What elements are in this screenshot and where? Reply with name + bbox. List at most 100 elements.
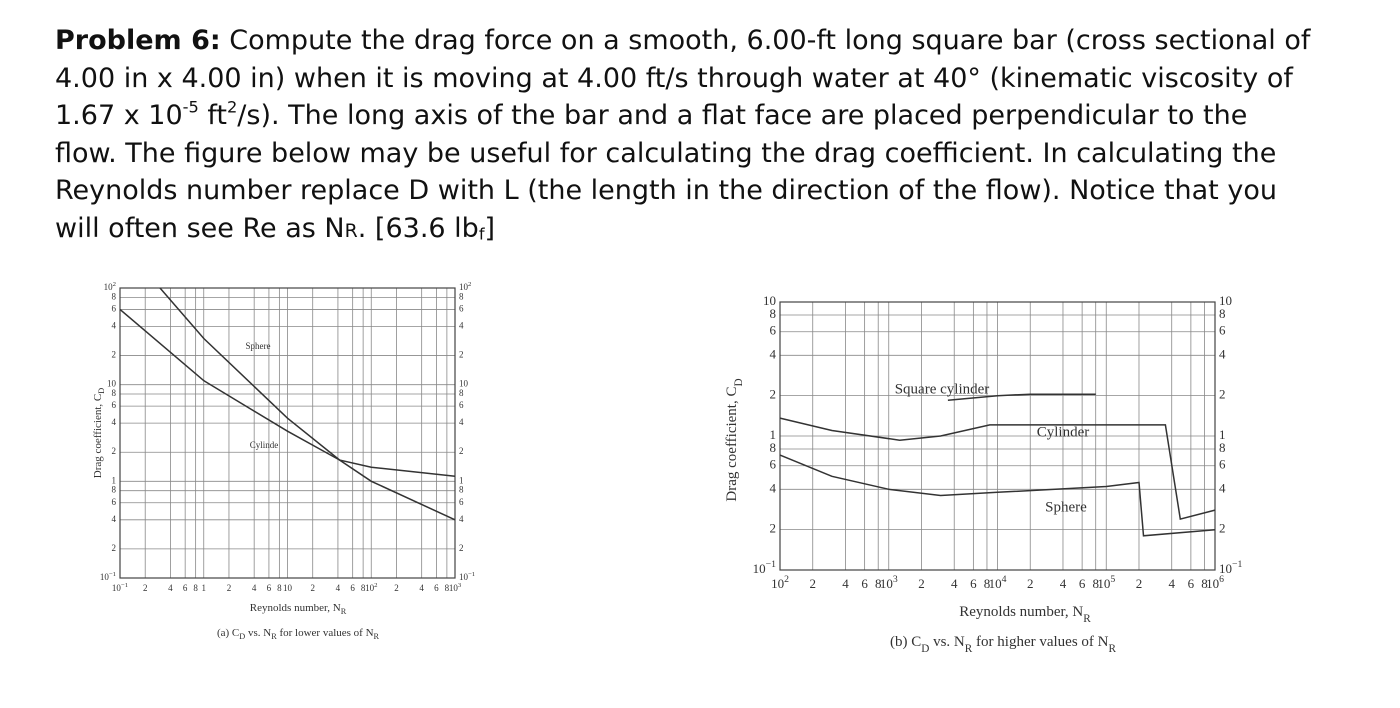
tick-label: 4 bbox=[336, 583, 341, 593]
label-part: Reynolds number, N bbox=[250, 602, 341, 614]
subscript: R bbox=[965, 643, 973, 655]
tick-label: 2 bbox=[918, 576, 925, 591]
tick-label: 2 bbox=[112, 543, 117, 553]
tick-label-base: 2 bbox=[112, 350, 117, 360]
tick-label-base: 4 bbox=[1219, 346, 1226, 361]
tick-label-base: 6 bbox=[459, 304, 464, 314]
tick-label: 2 bbox=[1027, 576, 1034, 591]
problem-body: Compute the drag force on a smooth, 6.00… bbox=[55, 25, 1311, 132]
tick-label-exponent: 2 bbox=[113, 281, 116, 288]
subscript: R bbox=[1109, 643, 1117, 655]
tick-label-exponent: 6 bbox=[1219, 574, 1224, 585]
subscript: D bbox=[921, 643, 929, 655]
tick-label-base: 8 bbox=[1219, 306, 1226, 321]
tick-label: 6 bbox=[1219, 323, 1226, 338]
tick-label-base: 4 bbox=[112, 321, 117, 331]
tick-label: 103 bbox=[880, 574, 898, 591]
tick-label-base: 10 bbox=[449, 583, 459, 593]
tick-label: 4 bbox=[112, 417, 117, 427]
tick-label: 6 bbox=[434, 583, 439, 593]
tick-label: 102 bbox=[104, 281, 116, 292]
x-axis-label: Reynolds number, NR bbox=[250, 602, 347, 617]
tick-label: 2 bbox=[1219, 521, 1226, 536]
tick-label-base: 1 bbox=[112, 475, 117, 485]
tick-label: 2 bbox=[459, 350, 464, 360]
y-axis-label: Drag coefficient, CD bbox=[724, 378, 744, 501]
subscript: R bbox=[271, 632, 277, 641]
tick-label: 1 bbox=[770, 427, 777, 442]
curve-label: Sphere bbox=[246, 341, 271, 351]
tick-label-base: 1 bbox=[1219, 427, 1226, 442]
label-part: vs. N bbox=[929, 634, 965, 650]
tick-label: 105 bbox=[1097, 574, 1115, 591]
figure-caption: (a) CD vs. NR for lower values of NR bbox=[217, 627, 380, 642]
tick-label-base: 4 bbox=[252, 583, 257, 593]
tick-label-base: 8 bbox=[1219, 440, 1226, 455]
tick-label: 1 bbox=[459, 475, 464, 485]
tick-label-base: 4 bbox=[459, 514, 464, 524]
tick-label-base: 10 bbox=[1206, 576, 1219, 591]
tick-label-base: 6 bbox=[112, 400, 117, 410]
tick-label-base: 2 bbox=[1136, 576, 1143, 591]
curve bbox=[779, 454, 1216, 537]
tick-label: 1 bbox=[1219, 427, 1226, 442]
tick-label-base: 2 bbox=[143, 583, 148, 593]
tick-label: 4 bbox=[112, 514, 117, 524]
tick-label: 2 bbox=[1219, 387, 1226, 402]
problem-body: /s). The long axis of the bar and a flat… bbox=[55, 100, 1277, 244]
tick-label: 6 bbox=[112, 304, 117, 314]
tick-label-base: 4 bbox=[112, 514, 117, 524]
tick-label-base: 2 bbox=[459, 543, 464, 553]
tick-label: 2 bbox=[770, 521, 777, 536]
tick-label-base: 8 bbox=[459, 485, 464, 495]
tick-label: 4 bbox=[1219, 480, 1226, 495]
tick-label: 8 bbox=[770, 440, 777, 455]
tick-label: 6 bbox=[1079, 576, 1086, 591]
tick-label-base: 8 bbox=[459, 388, 464, 398]
tick-label: 6 bbox=[1219, 457, 1226, 472]
tick-label: 8 bbox=[984, 576, 991, 591]
tick-label-base: 2 bbox=[809, 576, 816, 591]
tick-label-base: 10 bbox=[365, 583, 375, 593]
tick-label: 4 bbox=[419, 583, 424, 593]
tick-label-base: 4 bbox=[842, 576, 849, 591]
subscript: D bbox=[239, 632, 245, 641]
tick-label-exponent: 3 bbox=[893, 574, 898, 585]
tick-label: 8 bbox=[112, 388, 117, 398]
tick-label-base: 6 bbox=[770, 323, 777, 338]
tick-label-base: 4 bbox=[1060, 576, 1067, 591]
label-part: for lower values of N bbox=[277, 627, 374, 639]
tick-label: 8 bbox=[459, 291, 464, 301]
figure-caption: (b) CD vs. NR for higher values of NR bbox=[890, 634, 1117, 654]
tick-label: 6 bbox=[267, 583, 272, 593]
tick-label-base: 6 bbox=[1188, 576, 1195, 591]
tick-label: 6 bbox=[861, 576, 868, 591]
tick-label: 104 bbox=[989, 574, 1007, 591]
tick-label-base: 6 bbox=[770, 457, 777, 472]
tick-label: 102 bbox=[365, 582, 377, 593]
tick-label-base: 6 bbox=[1079, 576, 1086, 591]
tick-label: 10−1 bbox=[459, 571, 475, 582]
label-part: (b) C bbox=[890, 634, 921, 650]
tick-label: 6 bbox=[459, 497, 464, 507]
tick-label-base: 8 bbox=[875, 576, 882, 591]
tick-label-base: 8 bbox=[984, 576, 991, 591]
tick-label: 4 bbox=[770, 346, 777, 361]
tick-label-base: 2 bbox=[310, 583, 315, 593]
tick-label-base: 8 bbox=[770, 306, 777, 321]
tick-label: 8 bbox=[1092, 576, 1099, 591]
tick-label-base: 1 bbox=[202, 583, 207, 593]
tick-label: 6 bbox=[770, 457, 777, 472]
tick-label-base: 2 bbox=[394, 583, 399, 593]
tick-label: 6 bbox=[970, 576, 977, 591]
problem-body: . [63.6 lb bbox=[357, 212, 479, 244]
tick-label-base: 10 bbox=[107, 379, 117, 389]
tick-label-base: 4 bbox=[1219, 480, 1226, 495]
tick-label-base: 4 bbox=[112, 417, 117, 427]
tick-label: 10 bbox=[763, 293, 776, 308]
tick-label-exponent: −1 bbox=[109, 571, 116, 578]
tick-label-exponent: −1 bbox=[121, 582, 128, 589]
tick-label: 10 bbox=[107, 379, 117, 389]
tick-label-base: 8 bbox=[112, 485, 117, 495]
tick-label-base: 2 bbox=[459, 446, 464, 456]
